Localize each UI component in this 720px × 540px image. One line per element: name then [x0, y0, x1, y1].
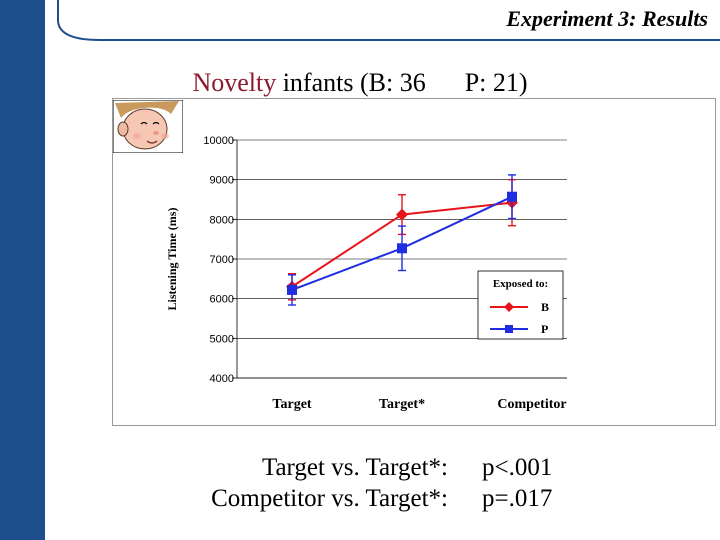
legend-label-B: B — [541, 300, 549, 314]
comparison-label-1: Target vs. Target*: — [261, 454, 448, 481]
y-tick-label: 5000 — [210, 333, 234, 345]
legend-marker-B — [504, 302, 514, 312]
chart-subtitle: Novelty infants (B: 36 P: 21) — [0, 68, 720, 98]
subtitle-rest: infants (B: 36 — [276, 68, 426, 97]
data-point-B — [396, 208, 408, 221]
comparison-label-2: Competitor vs. Target*: — [211, 485, 448, 512]
comparison-labels: Target vs. Target*: Competitor vs. Targe… — [211, 452, 448, 514]
legend-title: Exposed to: — [493, 278, 548, 290]
y-tick-label: 6000 — [210, 294, 234, 306]
legend-box — [477, 270, 564, 340]
y-tick-label: 9000 — [210, 175, 234, 187]
x-tick-label: Competitor — [497, 397, 566, 412]
comparison-p-2: p=.017 — [482, 485, 553, 512]
comparison-p-values: p<.001 p=.017 — [482, 452, 552, 514]
listening-time-chart: 4000 5000 6000 7000 8000 9000 10000 Listening T… — [112, 98, 716, 426]
legend-label-P: P — [541, 322, 548, 336]
header-curve — [57, 0, 720, 41]
y-axis-label: Listening Time (ms) — [165, 208, 179, 311]
data-point-P — [397, 243, 407, 254]
subtitle-novelty: Novelty — [192, 68, 277, 97]
y-tick-label: 8000 — [210, 214, 234, 226]
data-point-P — [287, 284, 297, 295]
x-tick-label: Target* — [379, 397, 425, 412]
y-tick-label: 7000 — [210, 254, 234, 266]
y-tick-label: 10000 — [203, 135, 234, 147]
slide-title: Experiment 3: Results — [506, 6, 708, 31]
left-accent-bar — [0, 0, 45, 540]
comparison-p-1: p<.001 — [482, 454, 553, 481]
baby-clipart — [113, 100, 183, 153]
subtitle-p: P: 21) — [464, 68, 528, 97]
data-point-P — [507, 191, 517, 202]
x-tick-label: Target — [272, 397, 311, 412]
legend-marker-P — [505, 325, 513, 333]
y-tick-label: 4000 — [210, 373, 234, 385]
